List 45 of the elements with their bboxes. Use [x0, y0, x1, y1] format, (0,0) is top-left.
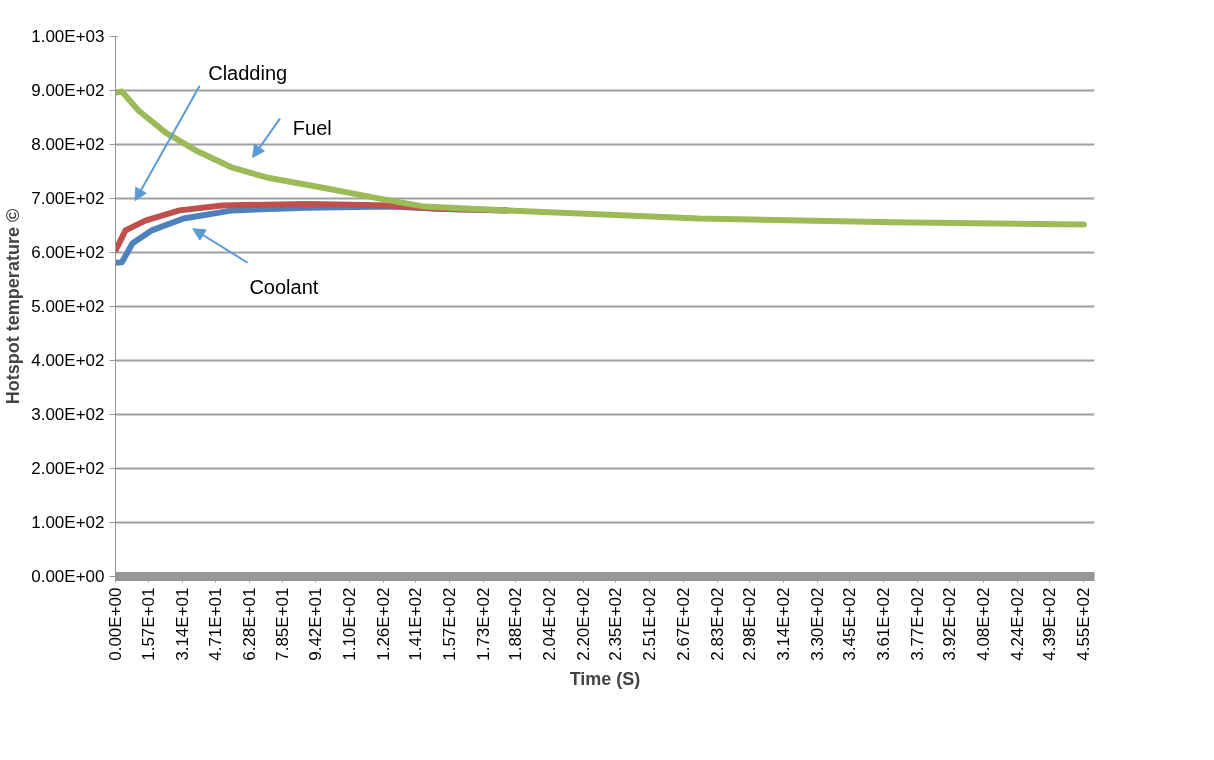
y-tick-label: 5.00E+02 [31, 297, 105, 316]
y-tick-label: 8.00E+02 [31, 135, 105, 154]
y-tick-label: 6.00E+02 [31, 243, 105, 262]
x-tick-label: 4.39E+02 [1040, 587, 1060, 661]
x-tick-label: 3.61E+02 [874, 587, 894, 661]
y-tick-label: 2.00E+02 [31, 459, 105, 478]
annotation: Coolant [249, 275, 319, 298]
x-tick-label: 2.20E+02 [574, 587, 594, 661]
y-tick-label: 7.00E+02 [31, 189, 105, 208]
annotation: Fuel [292, 116, 332, 139]
x-tick-label: 2.51E+02 [640, 587, 660, 661]
x-tick-label: 2.98E+02 [740, 587, 760, 661]
x-tick-label: 4.71E+01 [206, 587, 226, 661]
x-tick-label: 1.88E+02 [506, 587, 526, 661]
x-tick-label: 1.26E+02 [374, 587, 394, 661]
x-tick-label: 1.10E+02 [340, 587, 360, 661]
x-tick-label: 3.92E+02 [940, 587, 960, 661]
x-tick-label: 4.55E+02 [1074, 587, 1094, 661]
y-tick-label: 1.00E+02 [31, 513, 105, 532]
x-tick-label: 2.04E+02 [540, 587, 560, 661]
x-tick-label: 1.57E+01 [139, 587, 159, 661]
x-tick-label: 3.14E+02 [774, 587, 794, 661]
x-tick-label: 9.42E+01 [306, 587, 326, 661]
x-tick-label: 2.35E+02 [606, 587, 626, 661]
y-tick-label: 1.00E+03 [31, 27, 105, 46]
x-tick-label: 6.28E+01 [239, 587, 259, 661]
y-axis-title: Hotspot temperature © [3, 208, 24, 405]
x-tick-label: 3.14E+01 [172, 587, 192, 661]
y-tick-label: 0.00E+00 [31, 567, 105, 586]
x-tick-label: 2.83E+02 [708, 587, 728, 661]
y-tick-label: 3.00E+02 [31, 405, 105, 424]
x-tick-label: 2.67E+02 [674, 587, 694, 661]
x-tick-label: 1.41E+02 [406, 587, 426, 661]
y-tick-label: 4.00E+02 [31, 351, 105, 370]
x-tick-label: 3.77E+02 [908, 587, 928, 661]
x-tick-label: 4.08E+02 [974, 587, 994, 661]
x-axis-title: Time (S) [569, 668, 641, 689]
x-tick-label: 3.30E+02 [808, 587, 828, 661]
x-tick-label: 3.45E+02 [840, 587, 860, 661]
x-tick-label: 7.85E+01 [273, 587, 293, 661]
x-tick-label: 4.24E+02 [1008, 587, 1028, 661]
annotation: Cladding [208, 61, 288, 84]
y-tick-label: 9.00E+02 [31, 81, 105, 100]
x-tick-label: 1.57E+02 [440, 587, 460, 661]
x-tick-label: 1.73E+02 [474, 587, 494, 661]
